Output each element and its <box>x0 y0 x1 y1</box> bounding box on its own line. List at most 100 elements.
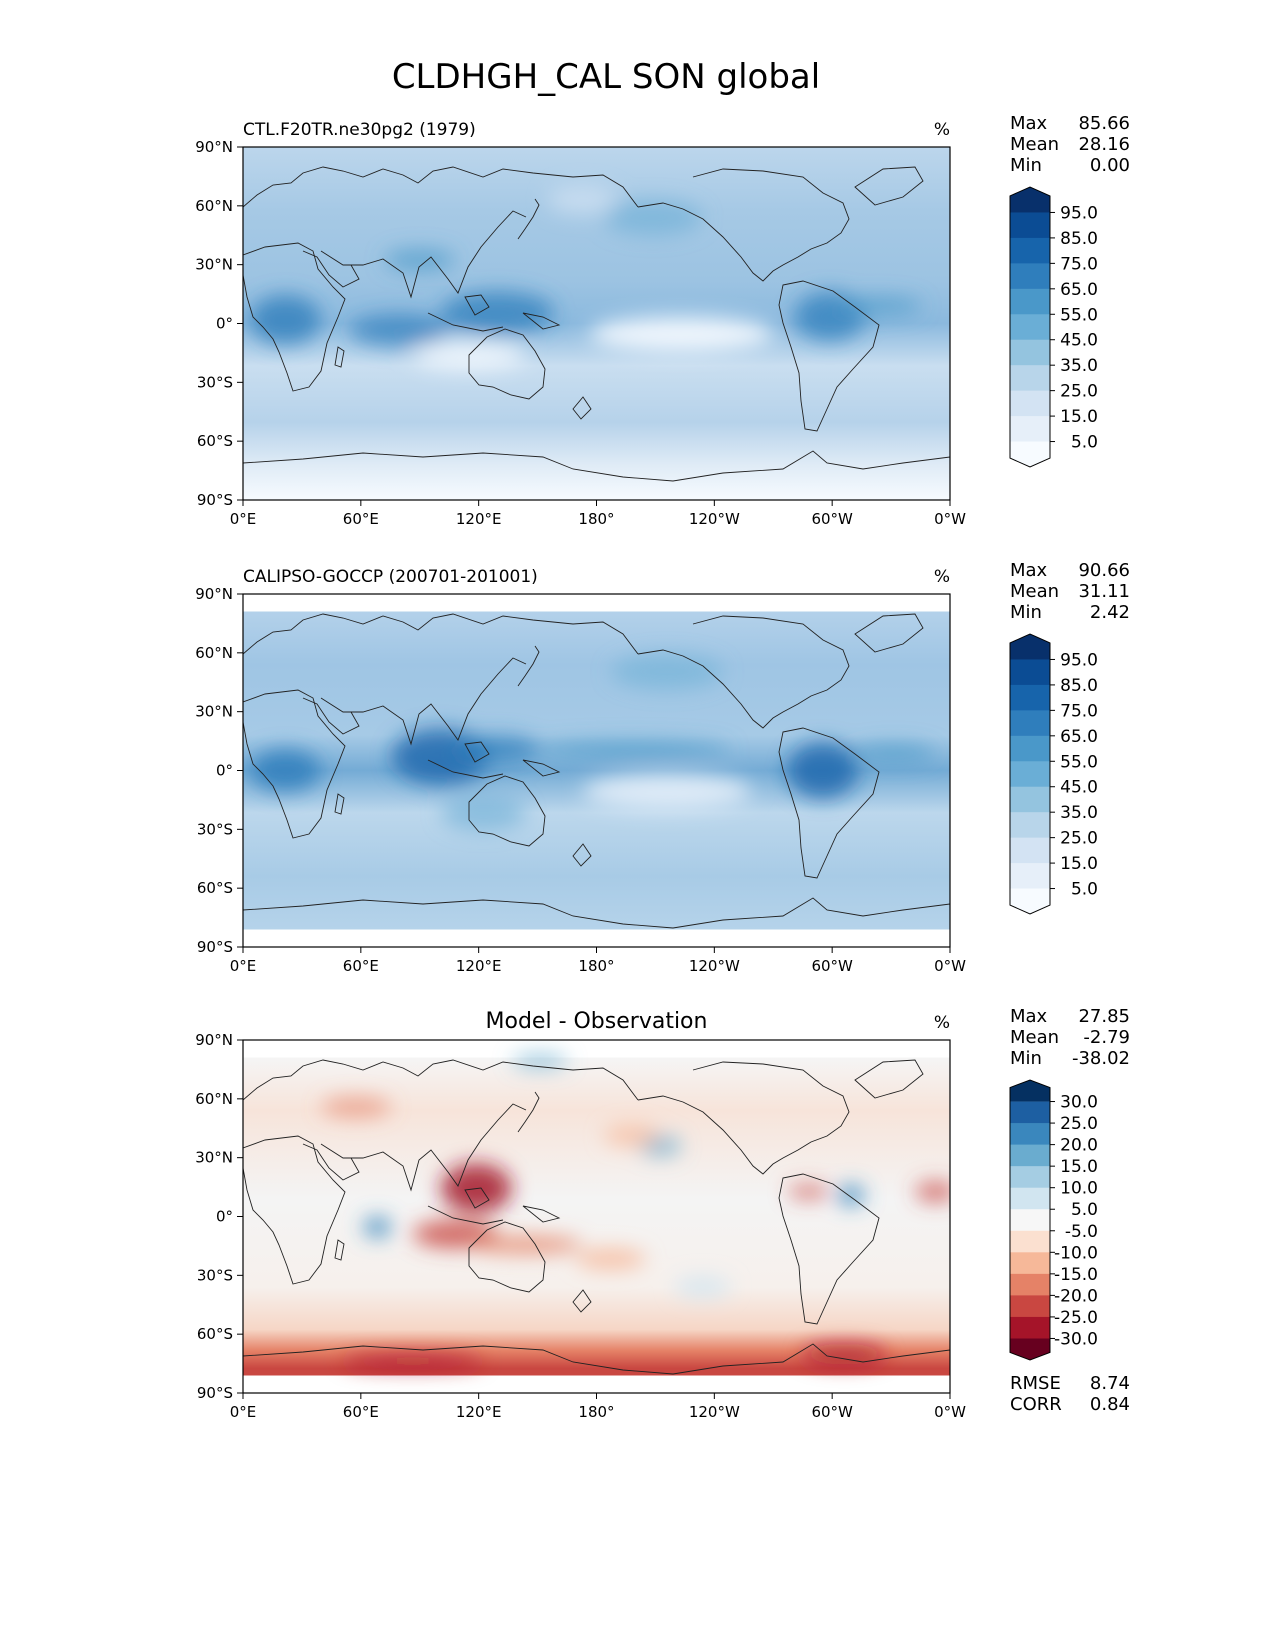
x-tick-label: 120°E <box>456 957 502 975</box>
colorbar-tick-label: -25.0 <box>1054 1308 1098 1328</box>
units-label: % <box>934 567 950 587</box>
stat-label-corr: CORR <box>1010 1394 1062 1415</box>
colorbar-segment <box>1010 1316 1050 1339</box>
x-tick-label: 180° <box>578 957 614 975</box>
colorbar-tick-label: 25.0 <box>1060 382 1098 402</box>
field-feature-3 <box>440 291 555 335</box>
x-tick-label: 120°W <box>689 1403 740 1421</box>
colorbar-segment <box>1010 837 1050 864</box>
x-tick-label: 0°E <box>230 957 257 975</box>
colorbar-tick-label: 10.0 <box>1060 1179 1098 1199</box>
colorbar-tick-label: 15.0 <box>1060 407 1098 427</box>
map-field <box>243 1040 950 1393</box>
colorbar-segment <box>1010 863 1050 890</box>
colorbar-segment <box>1010 314 1050 341</box>
colorbar-outline <box>1009 1079 1051 1361</box>
colorbar-outline <box>1009 633 1051 915</box>
field-feature-8 <box>603 199 703 236</box>
colorbar-segment <box>1010 416 1050 443</box>
y-tick-label: 90°N <box>195 1031 233 1049</box>
field-feature-3 <box>469 1235 583 1254</box>
colorbar-segment <box>1010 1230 1050 1253</box>
field-background <box>243 1040 950 1393</box>
x-tick-label: 120°W <box>689 957 740 975</box>
colorbar-tick-label: 65.0 <box>1060 727 1098 747</box>
colorbar-tick-label: 15.0 <box>1060 1157 1098 1177</box>
colorbar-segment <box>1010 888 1050 914</box>
colorbar-segment <box>1010 1144 1050 1167</box>
stat-label-max: Max <box>1010 1006 1048 1027</box>
stat-value-min: 0.00 <box>1090 155 1130 176</box>
y-tick-label: 90°S <box>197 938 233 956</box>
field-features <box>250 185 922 370</box>
colorbar-segment <box>1010 263 1050 290</box>
stat-value-max: 27.85 <box>1078 1006 1130 1027</box>
colorbar-segment <box>1010 786 1050 813</box>
stat-value-mean: -2.79 <box>1083 1027 1130 1048</box>
stat-label-max: Max <box>1010 113 1048 134</box>
map-field <box>243 147 950 500</box>
colorbar-tick-label: 95.0 <box>1060 650 1098 670</box>
colorbar-segment <box>1010 1080 1050 1102</box>
stat-value-corr: 0.84 <box>1090 1394 1130 1415</box>
colorbar-tick-label: -15.0 <box>1054 1265 1098 1285</box>
colorbar-segment <box>1010 812 1050 839</box>
colorbar-segment <box>1010 1273 1050 1296</box>
colorbar-tick-label: 20.0 <box>1060 1136 1098 1156</box>
x-tick-label: 0°E <box>230 1403 257 1421</box>
stat-value-min: -38.02 <box>1072 1048 1130 1069</box>
field-feature-9 <box>836 297 922 315</box>
colorbar-tick-label: 75.0 <box>1060 254 1098 274</box>
field-feature-6 <box>836 1184 866 1206</box>
colorbar-segment <box>1010 1123 1050 1146</box>
y-tick-label: 90°S <box>197 491 233 509</box>
field-feature-9 <box>914 1181 950 1203</box>
colorbar-tick-label: 25.0 <box>1060 1114 1098 1134</box>
units-label: % <box>934 120 950 140</box>
colorbar-segment <box>1010 390 1050 417</box>
colorbar-tick-label: -20.0 <box>1054 1286 1098 1306</box>
field-feature-8 <box>787 1184 830 1199</box>
colorbar-segment <box>1010 365 1050 392</box>
x-tick-label: 60°E <box>343 1403 379 1421</box>
colorbar-outline <box>1009 186 1051 468</box>
colorbar: 30.025.020.015.010.05.0-5.0-10.0-15.0-20… <box>1009 1079 1098 1361</box>
stat-value-max: 90.66 <box>1078 560 1130 581</box>
field-feature-10 <box>511 1054 569 1069</box>
stat-value-mean: 28.16 <box>1078 134 1130 155</box>
field-feature-1 <box>250 749 321 792</box>
y-tick-label: 90°N <box>195 138 233 156</box>
units-label: % <box>934 1013 950 1033</box>
field-feature-2 <box>349 314 449 347</box>
colorbar-tick-label: -5.0 <box>1065 1222 1098 1242</box>
field-feature-9 <box>610 654 724 690</box>
colorbar-tick-label: 5.0 <box>1071 433 1098 453</box>
stat-label-max: Max <box>1010 560 1048 581</box>
field-feature-5 <box>363 1216 392 1238</box>
panel-2: CALIPSO-GOCCP (200701-201001) % 0°E 60°E 120… <box>195 560 1130 975</box>
panel-1: CTL.F20TR.ne30pg2 (1979) % 0°E 60°E 120°E 180… <box>195 113 1130 528</box>
y-tick-label: 30°S <box>197 373 233 391</box>
field-feature-4 <box>575 1248 646 1270</box>
colorbar-tick-label: -30.0 <box>1054 1329 1098 1349</box>
colorbar-segment <box>1010 1338 1050 1360</box>
colorbar-segment <box>1010 1209 1050 1232</box>
colorbar-segment <box>1010 187 1050 213</box>
stat-value-mean: 31.11 <box>1078 581 1130 602</box>
colorbar-segment <box>1010 441 1050 467</box>
x-tick-label: 60°W <box>811 1403 853 1421</box>
colorbar-tick-label: 95.0 <box>1060 203 1098 223</box>
x-tick-label: 180° <box>578 510 614 528</box>
colorbar-tick-label: 85.0 <box>1060 229 1098 249</box>
field-feature-10 <box>547 185 618 215</box>
y-tick-label: 30°N <box>195 1149 233 1167</box>
field-feature-5 <box>589 316 774 352</box>
field-feature-12 <box>603 1124 661 1146</box>
x-tick-label: 60°W <box>811 510 853 528</box>
colorbar-tick-label: 25.0 <box>1060 829 1098 849</box>
colorbar-tick-label: 75.0 <box>1060 701 1098 721</box>
colorbar-tick-label: 85.0 <box>1060 676 1098 696</box>
field-feature-4 <box>532 740 731 759</box>
x-tick-label: 0°W <box>934 957 966 975</box>
colorbar-segment <box>1010 1295 1050 1318</box>
